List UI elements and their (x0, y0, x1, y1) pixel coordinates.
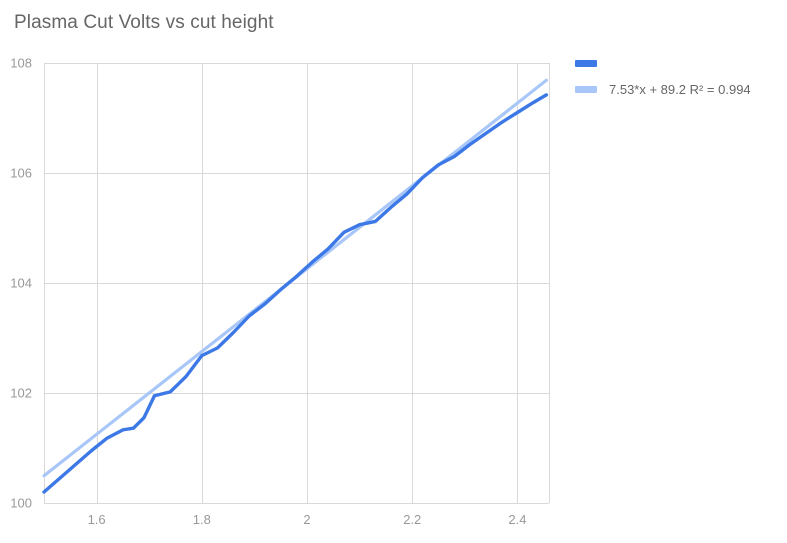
legend-item[interactable] (575, 50, 780, 76)
axis-lines (44, 63, 550, 504)
chart-legend: 7.53*x + 89.2 R² = 0.994 (575, 50, 780, 102)
x-axis-tick-label: 1.6 (88, 512, 106, 527)
chart-title: Plasma Cut Volts vs cut height (14, 12, 274, 33)
y-axis-tick-labels: 100 102 104 106 108 (10, 56, 32, 511)
data-series-path (42, 93, 549, 494)
x-gridlines (97, 63, 518, 503)
x-axis-tick-label: 2.2 (403, 512, 421, 527)
data-series-group (42, 78, 549, 494)
y-axis-tick-label: 100 (10, 496, 32, 511)
y-gridlines (44, 63, 549, 504)
y-axis-tick-label: 108 (10, 56, 32, 71)
legend-item[interactable]: 7.53*x + 89.2 R² = 0.994 (575, 76, 780, 102)
y-axis-tick-label: 102 (10, 386, 32, 401)
legend-color-swatch (575, 59, 597, 67)
x-axis-tick-label: 2.4 (508, 512, 526, 527)
legend-color-swatch (575, 85, 597, 93)
legend-item-label: 7.53*x + 89.2 R² = 0.994 (609, 81, 751, 97)
x-axis-tick-label: 1.8 (193, 512, 211, 527)
y-axis-tick-label: 106 (10, 166, 32, 181)
x-axis-tick-label: 2 (303, 512, 310, 527)
y-axis-tick-label: 104 (10, 276, 32, 291)
x-axis-tick-labels: 1.6 1.8 2 2.2 2.4 (88, 512, 527, 527)
